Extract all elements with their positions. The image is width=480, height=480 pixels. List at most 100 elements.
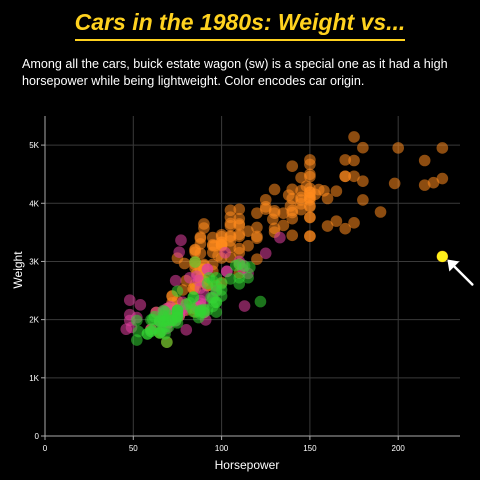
data-point-usa [242,225,254,237]
data-point-japan [157,310,170,322]
data-point-usa [251,253,263,265]
data-point-japan [224,273,237,285]
data-point-usa [268,183,281,196]
data-point-usa [284,200,297,212]
data-point-usa [304,158,316,171]
x-tick-label: 50 [129,444,138,453]
x-axis-label: Horsepower [215,458,280,472]
arrow-head-icon [447,259,460,272]
data-point-usa [233,228,246,241]
data-point-japan [242,271,254,284]
data-point-usa [304,230,316,243]
data-point-usa [286,160,299,172]
data-point-usa [277,207,290,219]
data-point-japan [131,314,143,327]
data-point-europe [180,324,193,336]
data-point-usa [194,231,207,243]
data-point-europe [259,247,272,260]
data-point-japan [141,328,154,340]
data-point-japan [132,325,145,338]
data-point-usa [242,239,254,252]
data-point-usa [357,141,369,154]
chart-title: Cars in the 1980s: Weight vs... [74,9,406,41]
highlight-point [436,250,448,262]
data-point-usa [357,175,369,187]
data-point-japan [153,327,166,339]
data-point-usa [295,171,307,184]
axes [44,116,460,437]
data-point-usa [208,239,221,252]
data-point-usa [295,184,307,197]
y-tick-label: 0 [35,432,40,441]
highlight-group [436,250,474,286]
data-point-europe [169,274,182,287]
data-point-usa [304,186,316,199]
y-tick-label: 2K [29,316,39,325]
data-point-usa [418,179,431,191]
data-point-europe [219,246,231,259]
data-point-usa [233,212,246,225]
data-point-europe [274,231,286,244]
data-point-usa [330,215,343,227]
data-point-usa [374,206,387,218]
data-point-europe [123,294,136,306]
title-wrap: Cars in the 1980s: Weight vs... [0,9,480,41]
x-tick-label: 150 [303,444,317,453]
data-point-usa [304,200,316,212]
data-point-usa [427,176,440,189]
points [120,131,449,348]
x-tick-label: 0 [43,444,48,453]
x-tick-label: 100 [215,444,229,453]
data-point-usa [348,217,360,229]
data-point-usa [339,222,352,235]
data-point-usa [392,142,404,154]
data-point-japan [171,311,184,323]
data-point-usa [418,154,431,167]
chart-subtitle: Among all the cars, buick estate wagon (… [22,57,448,88]
data-point-usa [233,246,246,259]
data-point-usa [348,131,360,143]
data-point-usa [304,211,316,224]
data-point-europe [184,271,196,284]
data-point-usa [224,211,237,224]
data-point-usa [388,177,401,190]
data-point-japan [215,278,228,290]
data-point-usa [436,142,449,154]
data-point-usa [348,170,360,183]
data-point-japan [198,303,210,316]
data-point-usa [251,207,263,219]
data-point-europe [238,300,251,312]
data-point-usa [198,218,210,230]
data-point-usa [251,221,263,234]
data-point-japan [215,290,228,302]
data-point-usa [189,243,201,256]
data-point-usa [348,154,360,167]
data-point-japan [187,291,200,304]
x-tick-label: 200 [392,444,406,453]
ticks: 0 50 100 150 200 0 1K 2K 3K 4K 5K [29,141,405,453]
data-point-japan [233,278,246,290]
data-point-usa [339,170,352,183]
data-point-usa [318,184,330,197]
data-point-usa [233,203,246,216]
y-tick-label: 5K [29,141,39,150]
y-tick-label: 3K [29,257,39,266]
data-point-usa [286,212,299,225]
data-point-europe [134,299,147,311]
data-point-usa [224,230,237,243]
data-point-japan [189,256,201,268]
data-point-europe [173,246,186,258]
y-tick-label: 4K [29,199,39,208]
data-point-usa [268,207,281,219]
data-point-usa [304,168,316,181]
data-point-usa [286,229,299,242]
data-point-usa [321,220,334,232]
data-point-usa [251,232,263,244]
data-point-usa [277,219,290,232]
data-point-japan [171,285,184,297]
data-point-usa [357,194,369,206]
data-point-usa [282,189,295,201]
y-tick-label: 1K [29,374,39,383]
data-point-usa [224,219,237,232]
data-point-japan [201,277,214,290]
